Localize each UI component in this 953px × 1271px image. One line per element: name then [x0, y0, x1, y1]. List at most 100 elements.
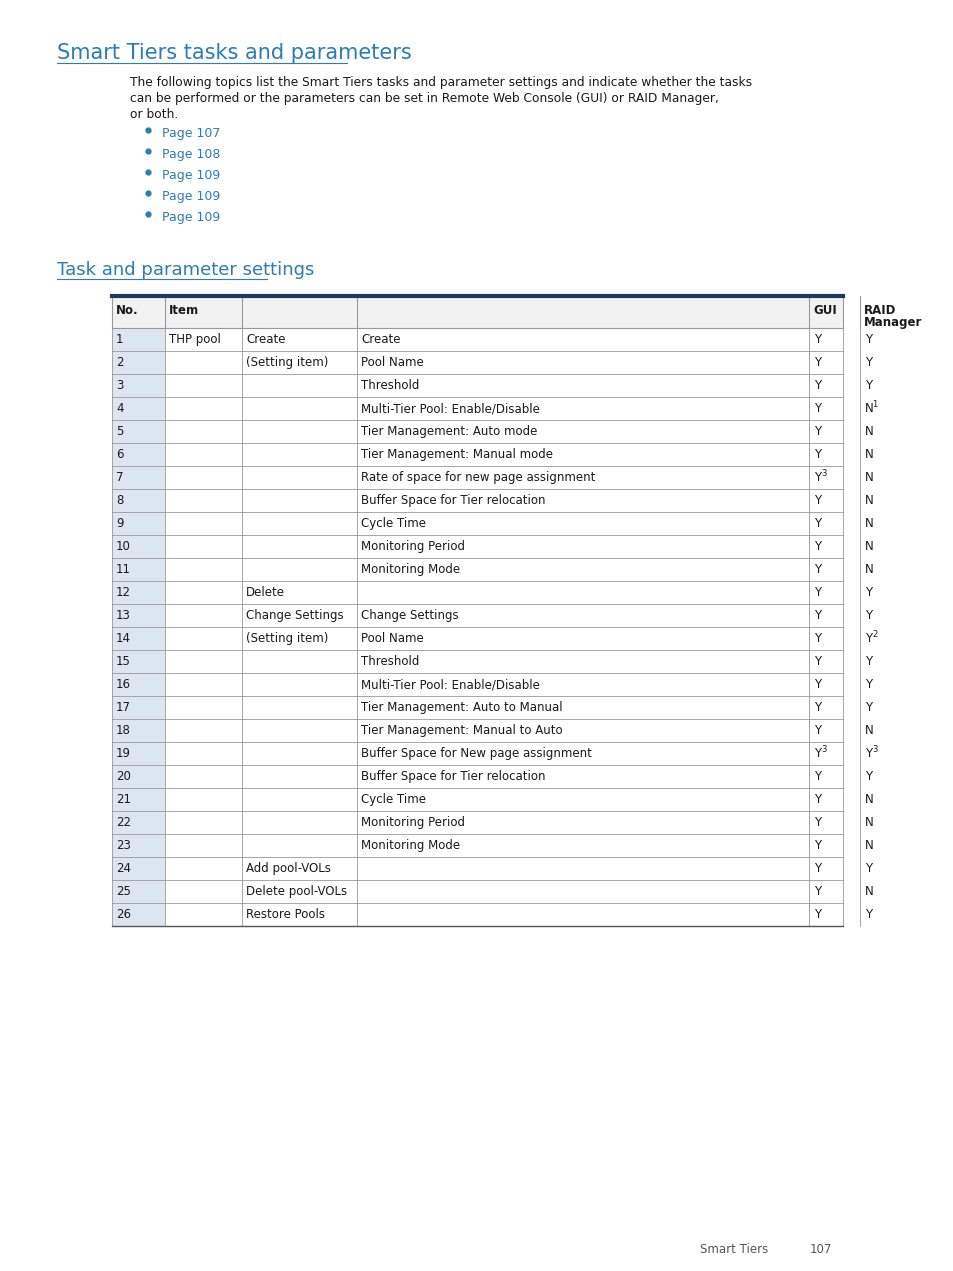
Text: N: N	[864, 793, 873, 806]
Bar	[112, 719, 165, 742]
Text: Y: Y	[813, 540, 821, 553]
Text: 107: 107	[809, 1243, 832, 1256]
Text: Y: Y	[813, 816, 821, 829]
Bar	[112, 765, 165, 788]
Text: 10: 10	[116, 540, 131, 553]
Text: Task and parameter settings: Task and parameter settings	[57, 261, 314, 280]
Text: Buffer Space for New page assignment: Buffer Space for New page assignment	[360, 747, 591, 760]
Text: Monitoring Mode: Monitoring Mode	[360, 563, 459, 576]
Bar	[112, 788, 165, 811]
Text: Y: Y	[813, 447, 821, 461]
Text: 7: 7	[116, 472, 123, 484]
Text: Page 108: Page 108	[162, 147, 220, 161]
Text: 22: 22	[116, 816, 131, 829]
Text: N: N	[864, 517, 873, 530]
Text: Y: Y	[813, 770, 821, 783]
Text: Item: Item	[169, 304, 199, 316]
Text: Y: Y	[864, 747, 871, 760]
Text: 20: 20	[116, 770, 131, 783]
Text: Y: Y	[813, 793, 821, 806]
Text: Multi-Tier Pool: Enable/Disable: Multi-Tier Pool: Enable/Disable	[360, 677, 539, 691]
Bar	[112, 697, 165, 719]
Text: Y: Y	[813, 494, 821, 507]
Text: Threshold: Threshold	[360, 379, 419, 391]
Text: Page 107: Page 107	[162, 127, 220, 140]
Text: N: N	[864, 494, 873, 507]
Text: N: N	[864, 816, 873, 829]
Text: Tier Management: Auto to Manual: Tier Management: Auto to Manual	[360, 702, 562, 714]
Text: 3: 3	[871, 745, 877, 754]
Text: Delete pool-VOLs: Delete pool-VOLs	[246, 885, 347, 899]
Bar	[112, 374, 165, 397]
Text: 5: 5	[116, 425, 123, 438]
Bar	[112, 351, 165, 374]
Text: No.: No.	[116, 304, 138, 316]
Text: 21: 21	[116, 793, 131, 806]
Text: (Setting item): (Setting item)	[246, 632, 328, 644]
Text: Y: Y	[864, 356, 871, 369]
Text: Change Settings: Change Settings	[360, 609, 458, 622]
Text: Y: Y	[864, 677, 871, 691]
Text: Y: Y	[813, 839, 821, 852]
Text: Tier Management: Manual to Auto: Tier Management: Manual to Auto	[360, 724, 562, 737]
Bar	[112, 466, 165, 489]
Text: N: N	[864, 472, 873, 484]
Text: Y: Y	[813, 747, 821, 760]
Text: 26: 26	[116, 907, 131, 921]
Text: 14: 14	[116, 632, 131, 644]
Text: Y: Y	[813, 563, 821, 576]
Text: Y: Y	[813, 862, 821, 874]
Text: Page 109: Page 109	[162, 189, 220, 203]
Text: Y: Y	[813, 333, 821, 346]
Text: Y: Y	[864, 333, 871, 346]
Bar	[112, 649, 165, 674]
Text: Y: Y	[864, 586, 871, 599]
Text: 23: 23	[116, 839, 131, 852]
Text: Smart Tiers tasks and parameters: Smart Tiers tasks and parameters	[57, 43, 412, 64]
Text: 3: 3	[821, 745, 825, 754]
Text: Multi-Tier Pool: Enable/Disable: Multi-Tier Pool: Enable/Disable	[360, 402, 539, 416]
Text: 2: 2	[871, 630, 877, 639]
Text: 1: 1	[871, 400, 877, 409]
Text: Y: Y	[813, 586, 821, 599]
Text: Create: Create	[360, 333, 400, 346]
Text: Y: Y	[813, 907, 821, 921]
Text: N: N	[864, 402, 873, 416]
Text: 25: 25	[116, 885, 131, 899]
Text: THP pool: THP pool	[169, 333, 221, 346]
Text: N: N	[864, 724, 873, 737]
Text: 15: 15	[116, 655, 131, 669]
Text: Y: Y	[813, 677, 821, 691]
Text: 8: 8	[116, 494, 123, 507]
Bar	[112, 627, 165, 649]
Text: 11: 11	[116, 563, 131, 576]
Text: Y: Y	[813, 724, 821, 737]
Bar	[112, 674, 165, 697]
Text: Monitoring Period: Monitoring Period	[360, 540, 464, 553]
Text: 2: 2	[116, 356, 123, 369]
Text: Y: Y	[864, 609, 871, 622]
Bar	[112, 857, 165, 880]
Text: Manager: Manager	[863, 316, 922, 329]
Text: 4: 4	[116, 402, 123, 416]
Text: 1: 1	[116, 333, 123, 346]
Text: N: N	[864, 447, 873, 461]
Text: Y: Y	[813, 655, 821, 669]
Text: Cycle Time: Cycle Time	[360, 517, 426, 530]
Text: Delete: Delete	[246, 586, 285, 599]
Text: Y: Y	[864, 907, 871, 921]
Text: Cycle Time: Cycle Time	[360, 793, 426, 806]
Text: 3: 3	[821, 469, 825, 478]
Bar	[112, 512, 165, 535]
Text: Buffer Space for Tier relocation: Buffer Space for Tier relocation	[360, 494, 545, 507]
Text: Y: Y	[813, 402, 821, 416]
Text: Y: Y	[813, 356, 821, 369]
Text: N: N	[864, 425, 873, 438]
Text: 19: 19	[116, 747, 131, 760]
Text: Pool Name: Pool Name	[360, 356, 423, 369]
Text: Tier Management: Manual mode: Tier Management: Manual mode	[360, 447, 553, 461]
Bar	[112, 834, 165, 857]
Text: Monitoring Mode: Monitoring Mode	[360, 839, 459, 852]
Text: The following topics list the Smart Tiers tasks and parameter settings and indic: The following topics list the Smart Tier…	[130, 76, 751, 89]
Text: 16: 16	[116, 677, 131, 691]
